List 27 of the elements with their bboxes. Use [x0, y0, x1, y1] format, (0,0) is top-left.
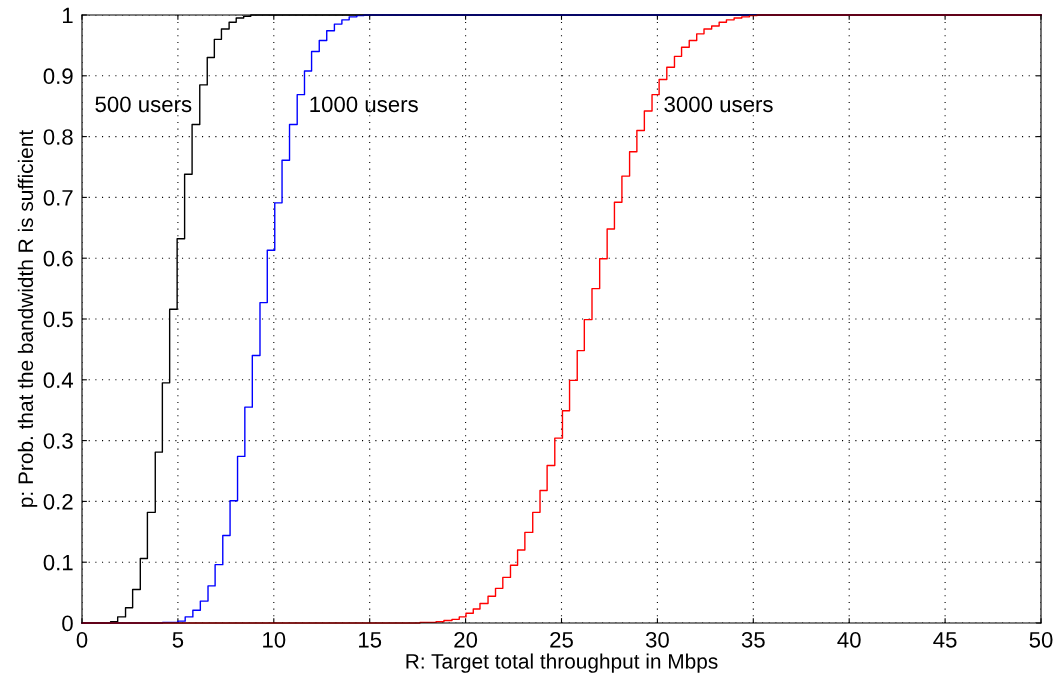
series-label: 1000 users [310, 96, 418, 113]
y-axis-title: p: Prob. that the bandwidth R is sufficient [17, 129, 38, 507]
series-label: 3000 users [664, 96, 773, 113]
y-tick-label: 1 [63, 7, 73, 24]
x-tick-label: 45 [933, 632, 957, 648]
series-label: 500 users [95, 96, 192, 113]
x-tick-label: 50 [1029, 631, 1053, 648]
x-tick-label: 20 [454, 631, 478, 648]
x-tick-label: 0 [76, 631, 88, 648]
y-tick-label: 0.9 [43, 68, 73, 85]
y-tick-label: 0.5 [43, 311, 73, 328]
y-tick-label: 0 [62, 615, 73, 632]
x-tick-label: 15 [359, 632, 382, 648]
y-tick-label: 0.3 [43, 433, 73, 449]
y-tick-label: 0.1 [43, 554, 73, 571]
x-tick-label: 10 [263, 631, 286, 648]
x-tick-label: 40 [837, 631, 861, 648]
x-tick-label: 35 [741, 631, 765, 648]
y-tick-label: 0.4 [43, 372, 74, 389]
x-tick-label: 30 [645, 631, 669, 648]
y-tick-label: 0.7 [43, 189, 73, 206]
x-tick-label: 5 [172, 632, 184, 648]
x-tick-label: 25 [550, 631, 573, 648]
x-axis-title: R: Target total throughput in Mbps [406, 653, 718, 673]
y-tick-label: 0.6 [43, 250, 73, 267]
y-tick-label: 0.2 [43, 493, 73, 510]
y-tick-label: 0.8 [43, 129, 73, 145]
